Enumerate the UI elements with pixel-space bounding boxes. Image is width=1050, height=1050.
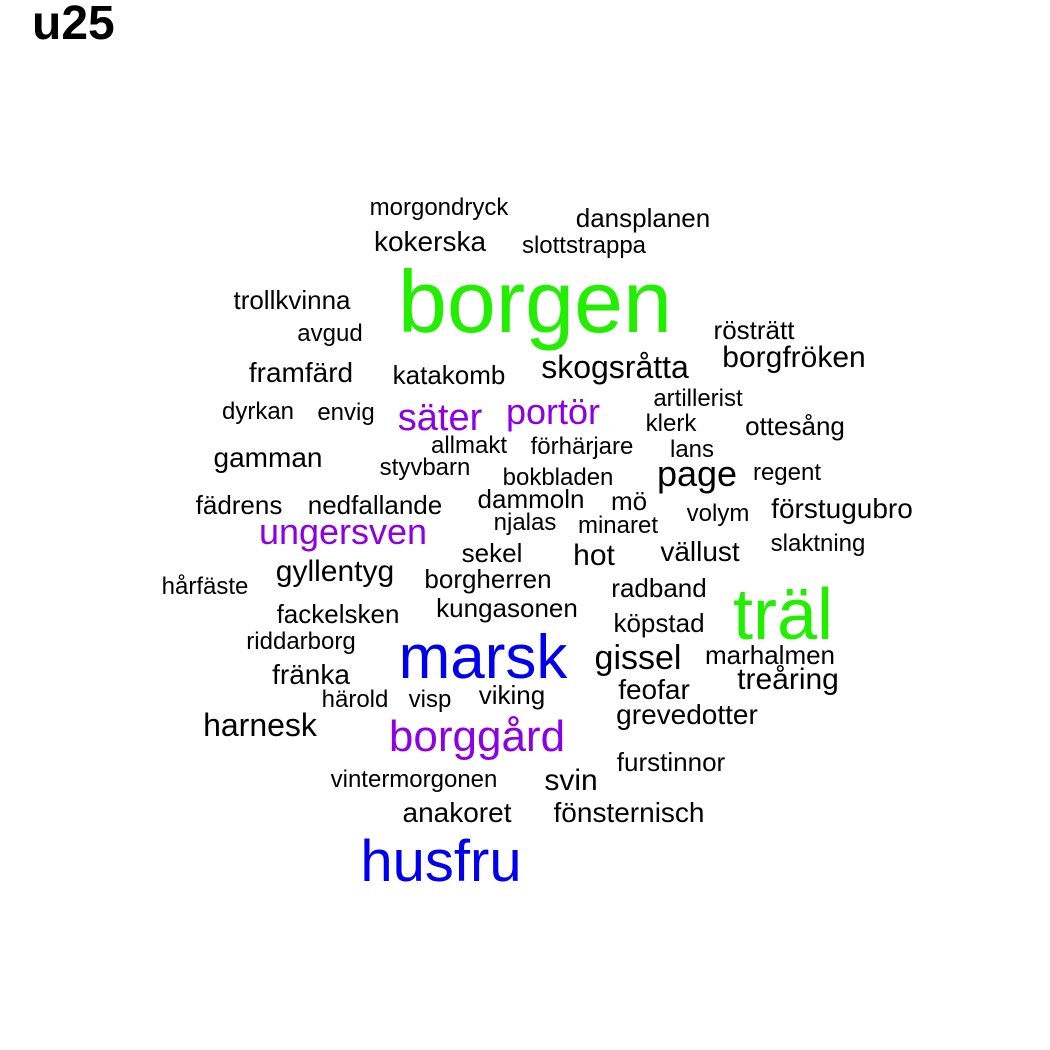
cloud-word: gyllentyg [275, 555, 395, 588]
cloud-word: morgondryck [369, 194, 509, 221]
cloud-word: kokerska [373, 226, 487, 257]
cloud-word: viking [478, 680, 546, 710]
cloud-word: träl [732, 575, 834, 655]
cloud-word: sekel [461, 538, 523, 568]
cloud-word: riddarborg [246, 628, 356, 655]
cloud-word: kungasonen [436, 593, 578, 623]
cloud-word: hot [573, 539, 615, 572]
cloud-word: dammoln [477, 484, 585, 514]
cloud-word: borgherren [424, 564, 552, 594]
cloud-word: radband [611, 573, 707, 603]
cloud-word: ungersven [258, 511, 428, 552]
cloud-word: fönsternisch [553, 797, 705, 828]
cloud-word: volym [686, 500, 750, 527]
cloud-word: feofar [618, 674, 690, 705]
cloud-word: minaret [577, 512, 659, 539]
cloud-word: gamman [213, 442, 323, 473]
cloud-word: visp [408, 686, 452, 713]
cloud-word: avgud [297, 320, 363, 347]
cloud-word: förstugubro [771, 493, 913, 524]
cloud-word: portör [505, 391, 601, 432]
cloud-word: förhärjare [530, 433, 634, 460]
cloud-word: gissel [594, 639, 682, 677]
cloud-word: trollkvinna [233, 285, 351, 315]
cloud-word: skogsråtta [541, 349, 689, 385]
cloud-word: framfärd [248, 357, 354, 388]
cloud-word: dyrkan [221, 398, 295, 425]
cloud-word: borggård [388, 712, 566, 761]
cloud-word: vintermorgonen [330, 766, 498, 793]
cloud-word: köpstad [613, 608, 705, 638]
cloud-word: artillerist [653, 385, 743, 412]
cloud-word: fränka [272, 659, 350, 690]
cloud-word: njalas [493, 509, 557, 536]
cloud-word: grevedotter [616, 699, 758, 730]
cloud-word: klerk [645, 410, 697, 437]
cloud-word: katakomb [392, 360, 506, 390]
cloud-word: regent [752, 459, 822, 486]
cloud-word: lans [669, 436, 715, 463]
cloud-word: marhalmen [704, 640, 836, 670]
cloud-word: härold [321, 686, 389, 713]
cloud-word: marsk [398, 623, 568, 692]
cloud-word: bokbladen [502, 464, 614, 491]
cloud-word: fädrens [195, 490, 283, 520]
cloud-word: styvbarn [379, 454, 471, 481]
cloud-word: mö [610, 486, 648, 516]
cloud-word: hårfäste [161, 573, 249, 600]
cloud-word: rösträtt [713, 315, 795, 345]
cloud-word: fackelsken [276, 599, 400, 629]
cloud-word: säter [397, 397, 483, 439]
cloud-word: ottesång [745, 411, 845, 441]
cloud-word: slottstrappa [521, 232, 647, 259]
cloud-word: nedfallande [307, 490, 443, 520]
cloud-word: envig [317, 399, 375, 426]
cloud-word: borgfröken [722, 341, 866, 374]
cloud-word: allmakt [430, 432, 508, 459]
cloud-word: anakoret [402, 797, 512, 828]
cloud-word: harnesk [203, 707, 317, 743]
cloud-word: treåring [737, 663, 839, 696]
cloud-word: furstinnor [616, 747, 726, 777]
cloud-word: vällust [660, 536, 740, 567]
cloud-word: borgen [397, 252, 673, 351]
cloud-word: svin [544, 764, 598, 797]
cloud-word: husfru [360, 829, 522, 894]
cloud-word: dansplanen [575, 203, 711, 233]
cloud-word: slaktning [770, 530, 866, 557]
cloud-title: u25 [32, 0, 115, 50]
cloud-word: page [656, 453, 738, 494]
